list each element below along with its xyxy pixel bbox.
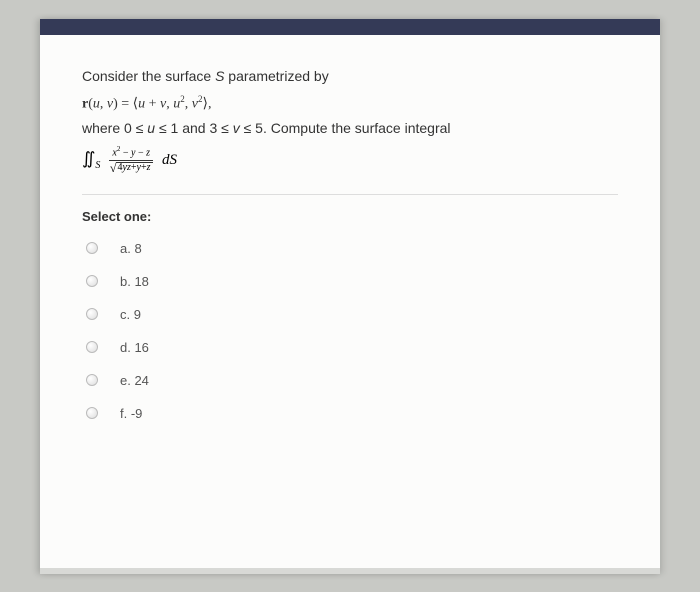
radio-icon[interactable] xyxy=(86,308,98,320)
option-c[interactable]: c. 9 xyxy=(82,298,618,331)
question-card: Consider the surface S parametrized by r… xyxy=(40,19,660,574)
options-list: a. 8 b. 18 c. 9 d. 16 e. 24 f. -9 xyxy=(82,232,618,430)
integral-expression: ∬S x2 − y − z √4yz+y+z dS xyxy=(82,146,618,173)
radio-icon[interactable] xyxy=(86,407,98,419)
option-f[interactable]: f. -9 xyxy=(82,397,618,430)
option-label: a. 8 xyxy=(120,241,142,256)
fraction-numerator: x2 − y − z xyxy=(109,146,153,160)
radio-icon[interactable] xyxy=(86,242,98,254)
option-label: e. 24 xyxy=(120,373,149,388)
option-label: d. 16 xyxy=(120,340,149,355)
question-content: Consider the surface S parametrized by r… xyxy=(40,47,660,440)
integral-symbol: ∬S xyxy=(82,149,100,171)
option-a[interactable]: a. 8 xyxy=(82,232,618,265)
option-label: c. 9 xyxy=(120,307,141,322)
option-b[interactable]: b. 18 xyxy=(82,265,618,298)
option-d[interactable]: d. 16 xyxy=(82,331,618,364)
radio-icon[interactable] xyxy=(86,341,98,353)
radio-icon[interactable] xyxy=(86,374,98,386)
option-label: b. 18 xyxy=(120,274,149,289)
divider xyxy=(82,194,618,195)
parametrization: r(u, v) = ⟨u + v, u2, v2⟩, xyxy=(82,94,618,113)
integrand-fraction: x2 − y − z √4yz+y+z xyxy=(109,146,153,173)
card-footer-strip xyxy=(40,568,660,574)
card-top-bar xyxy=(40,19,660,35)
radio-icon[interactable] xyxy=(86,275,98,287)
domain-text: where 0 ≤ u ≤ 1 and 3 ≤ v ≤ 5. Compute t… xyxy=(82,117,618,140)
dS-label: dS xyxy=(162,152,177,169)
question-intro: Consider the surface S parametrized by xyxy=(82,65,618,88)
fraction-denominator: √4yz+y+z xyxy=(110,161,153,174)
option-label: f. -9 xyxy=(120,406,142,421)
option-e[interactable]: e. 24 xyxy=(82,364,618,397)
select-one-label: Select one: xyxy=(82,209,618,224)
